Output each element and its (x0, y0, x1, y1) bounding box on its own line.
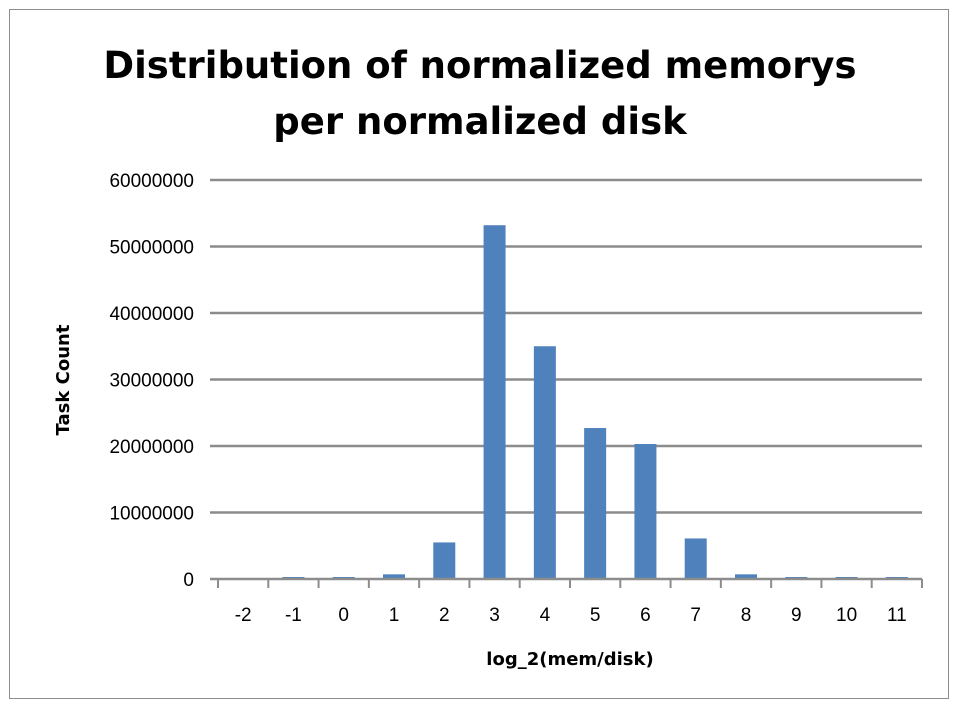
x-tick-label: 11 (887, 605, 907, 626)
x-tick-label: 7 (690, 605, 701, 626)
bars (282, 225, 908, 579)
bar (735, 574, 757, 579)
y-tick-label: 20000000 (109, 437, 194, 458)
bar (533, 346, 556, 579)
x-tick-label: 1 (389, 605, 400, 626)
y-tick-label: 60000000 (109, 171, 194, 192)
y-tick-label: 50000000 (109, 238, 194, 259)
bar (433, 542, 456, 579)
bar (383, 574, 405, 579)
x-tick-label: -1 (285, 605, 302, 626)
y-tick-label: 0 (183, 570, 194, 591)
x-axis-ticks: -2 -1 0 1 2 3 4 5 6 7 8 9 10 11 (217, 579, 923, 626)
chart-title-line-2: per normalized disk (273, 100, 688, 143)
bar (483, 225, 506, 579)
x-axis-label: log_2(mem/disk) (486, 649, 653, 670)
x-tick-label: 4 (540, 605, 551, 626)
chart-title-line-1: Distribution of normalized memorys (103, 44, 856, 87)
x-tick-label: 8 (741, 605, 752, 626)
y-tick-label: 30000000 (109, 371, 194, 392)
x-tick-label: 9 (791, 605, 802, 626)
x-tick-label: 2 (439, 605, 450, 626)
x-tick-label: 5 (590, 605, 601, 626)
y-tick-label: 10000000 (109, 504, 194, 525)
bar (684, 538, 707, 579)
x-tick-label: -2 (235, 605, 252, 626)
grid-lines (210, 178, 922, 514)
bar (634, 444, 657, 579)
x-tick-label: 6 (640, 605, 651, 626)
y-axis-ticks: 0 10000000 20000000 30000000 40000000 5000000… (109, 171, 194, 591)
x-tick-label: 3 (489, 605, 500, 626)
x-tick-label: 10 (836, 605, 857, 626)
bar (584, 428, 607, 579)
y-axis-label: Task Count (53, 324, 74, 435)
chart-frame (9, 9, 949, 699)
y-tick-label: 40000000 (109, 304, 194, 325)
x-tick-label: 0 (338, 605, 349, 626)
